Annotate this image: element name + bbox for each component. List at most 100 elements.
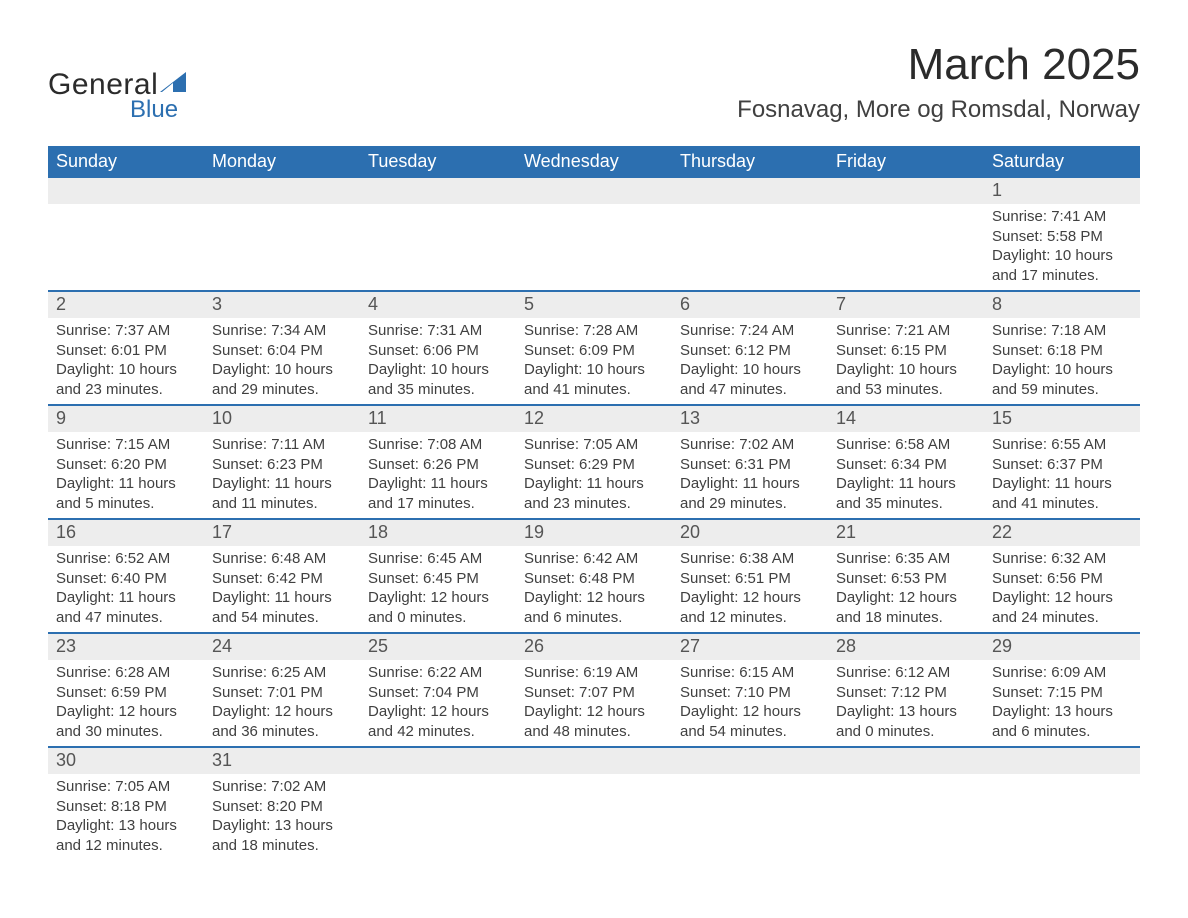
- day-cell: Sunrise: 6:48 AMSunset: 6:42 PMDaylight:…: [204, 546, 360, 632]
- day-cell: Sunrise: 6:38 AMSunset: 6:51 PMDaylight:…: [672, 546, 828, 632]
- day-number: [672, 748, 828, 774]
- day-body-band: Sunrise: 6:52 AMSunset: 6:40 PMDaylight:…: [48, 546, 1140, 632]
- day-number: [48, 178, 204, 204]
- day-number: 24: [204, 634, 360, 660]
- day-cell: [516, 204, 672, 290]
- sunrise-text: Sunrise: 6:12 AM: [836, 663, 976, 683]
- weekday-header: Wednesday: [516, 146, 672, 178]
- sunrise-text: Sunrise: 6:28 AM: [56, 663, 196, 683]
- day-cell: Sunrise: 6:55 AMSunset: 6:37 PMDaylight:…: [984, 432, 1140, 518]
- sunrise-text: Sunrise: 6:32 AM: [992, 549, 1132, 569]
- weekday-header: Monday: [204, 146, 360, 178]
- day-number: 12: [516, 406, 672, 432]
- daylight-text: Daylight: 10 hours and 23 minutes.: [56, 360, 196, 399]
- day-cell: Sunrise: 6:12 AMSunset: 7:12 PMDaylight:…: [828, 660, 984, 746]
- day-number: 21: [828, 520, 984, 546]
- day-cell: Sunrise: 7:28 AMSunset: 6:09 PMDaylight:…: [516, 318, 672, 404]
- day-number: 31: [204, 748, 360, 774]
- day-number: 1: [984, 178, 1140, 204]
- sunset-text: Sunset: 6:53 PM: [836, 569, 976, 589]
- sunset-text: Sunset: 6:59 PM: [56, 683, 196, 703]
- daylight-text: Daylight: 10 hours and 17 minutes.: [992, 246, 1132, 285]
- daylight-text: Daylight: 13 hours and 12 minutes.: [56, 816, 196, 855]
- brand-word-bottom: Blue: [130, 96, 188, 124]
- sunset-text: Sunset: 7:12 PM: [836, 683, 976, 703]
- sunrise-text: Sunrise: 7:37 AM: [56, 321, 196, 341]
- day-number: 8: [984, 292, 1140, 318]
- sunrise-text: Sunrise: 6:19 AM: [524, 663, 664, 683]
- day-number: 27: [672, 634, 828, 660]
- day-number: 22: [984, 520, 1140, 546]
- daylight-text: Daylight: 10 hours and 35 minutes.: [368, 360, 508, 399]
- day-number: 9: [48, 406, 204, 432]
- weeks-container: 1Sunrise: 7:41 AMSunset: 5:58 PMDaylight…: [48, 178, 1140, 860]
- page-header: General Blue March 2025 Fosnavag, More o…: [48, 40, 1140, 124]
- day-body-band: Sunrise: 7:37 AMSunset: 6:01 PMDaylight:…: [48, 318, 1140, 404]
- day-number-band: 2345678: [48, 292, 1140, 318]
- sunset-text: Sunset: 6:34 PM: [836, 455, 976, 475]
- day-number: 28: [828, 634, 984, 660]
- day-number: 3: [204, 292, 360, 318]
- sunset-text: Sunset: 6:26 PM: [368, 455, 508, 475]
- sunrise-text: Sunrise: 7:05 AM: [524, 435, 664, 455]
- day-cell: [828, 774, 984, 860]
- day-cell: Sunrise: 7:02 AMSunset: 6:31 PMDaylight:…: [672, 432, 828, 518]
- sunset-text: Sunset: 6:04 PM: [212, 341, 352, 361]
- title-block: March 2025 Fosnavag, More og Romsdal, No…: [737, 40, 1140, 124]
- day-cell: [360, 774, 516, 860]
- day-cell: Sunrise: 6:35 AMSunset: 6:53 PMDaylight:…: [828, 546, 984, 632]
- sunrise-text: Sunrise: 7:08 AM: [368, 435, 508, 455]
- sunrise-text: Sunrise: 7:02 AM: [212, 777, 352, 797]
- sunset-text: Sunset: 6:40 PM: [56, 569, 196, 589]
- brand-logo: General Blue: [48, 68, 188, 124]
- day-number: [828, 748, 984, 774]
- day-cell: [984, 774, 1140, 860]
- sunrise-text: Sunrise: 7:02 AM: [680, 435, 820, 455]
- day-cell: [828, 204, 984, 290]
- day-cell: [204, 204, 360, 290]
- sunset-text: Sunset: 5:58 PM: [992, 227, 1132, 247]
- sunrise-text: Sunrise: 6:25 AM: [212, 663, 352, 683]
- sunrise-text: Sunrise: 6:45 AM: [368, 549, 508, 569]
- sunset-text: Sunset: 7:07 PM: [524, 683, 664, 703]
- day-number: 4: [360, 292, 516, 318]
- sunset-text: Sunset: 8:20 PM: [212, 797, 352, 817]
- daylight-text: Daylight: 11 hours and 29 minutes.: [680, 474, 820, 513]
- sunset-text: Sunset: 6:45 PM: [368, 569, 508, 589]
- day-number-band: 1: [48, 178, 1140, 204]
- day-cell: Sunrise: 6:15 AMSunset: 7:10 PMDaylight:…: [672, 660, 828, 746]
- daylight-text: Daylight: 11 hours and 17 minutes.: [368, 474, 508, 513]
- day-number-band: 3031: [48, 748, 1140, 774]
- sunrise-text: Sunrise: 7:05 AM: [56, 777, 196, 797]
- daylight-text: Daylight: 11 hours and 23 minutes.: [524, 474, 664, 513]
- daylight-text: Daylight: 12 hours and 24 minutes.: [992, 588, 1132, 627]
- sunset-text: Sunset: 6:18 PM: [992, 341, 1132, 361]
- sunset-text: Sunset: 6:23 PM: [212, 455, 352, 475]
- day-cell: Sunrise: 7:37 AMSunset: 6:01 PMDaylight:…: [48, 318, 204, 404]
- daylight-text: Daylight: 10 hours and 59 minutes.: [992, 360, 1132, 399]
- day-cell: [360, 204, 516, 290]
- sunrise-text: Sunrise: 6:22 AM: [368, 663, 508, 683]
- day-number: [516, 748, 672, 774]
- day-number: 20: [672, 520, 828, 546]
- sunrise-text: Sunrise: 6:58 AM: [836, 435, 976, 455]
- day-cell: Sunrise: 7:31 AMSunset: 6:06 PMDaylight:…: [360, 318, 516, 404]
- sunrise-text: Sunrise: 6:55 AM: [992, 435, 1132, 455]
- day-cell: Sunrise: 6:42 AMSunset: 6:48 PMDaylight:…: [516, 546, 672, 632]
- daylight-text: Daylight: 12 hours and 30 minutes.: [56, 702, 196, 741]
- day-number: 25: [360, 634, 516, 660]
- daylight-text: Daylight: 11 hours and 11 minutes.: [212, 474, 352, 513]
- weekday-header-row: Sunday Monday Tuesday Wednesday Thursday…: [48, 146, 1140, 178]
- daylight-text: Daylight: 10 hours and 29 minutes.: [212, 360, 352, 399]
- daylight-text: Daylight: 12 hours and 48 minutes.: [524, 702, 664, 741]
- sunrise-text: Sunrise: 7:21 AM: [836, 321, 976, 341]
- day-cell: Sunrise: 7:21 AMSunset: 6:15 PMDaylight:…: [828, 318, 984, 404]
- sunset-text: Sunset: 6:31 PM: [680, 455, 820, 475]
- day-number: [828, 178, 984, 204]
- day-cell: Sunrise: 6:19 AMSunset: 7:07 PMDaylight:…: [516, 660, 672, 746]
- day-number: 29: [984, 634, 1140, 660]
- sunset-text: Sunset: 6:09 PM: [524, 341, 664, 361]
- sunrise-text: Sunrise: 6:42 AM: [524, 549, 664, 569]
- daylight-text: Daylight: 13 hours and 18 minutes.: [212, 816, 352, 855]
- day-number-band: 9101112131415: [48, 406, 1140, 432]
